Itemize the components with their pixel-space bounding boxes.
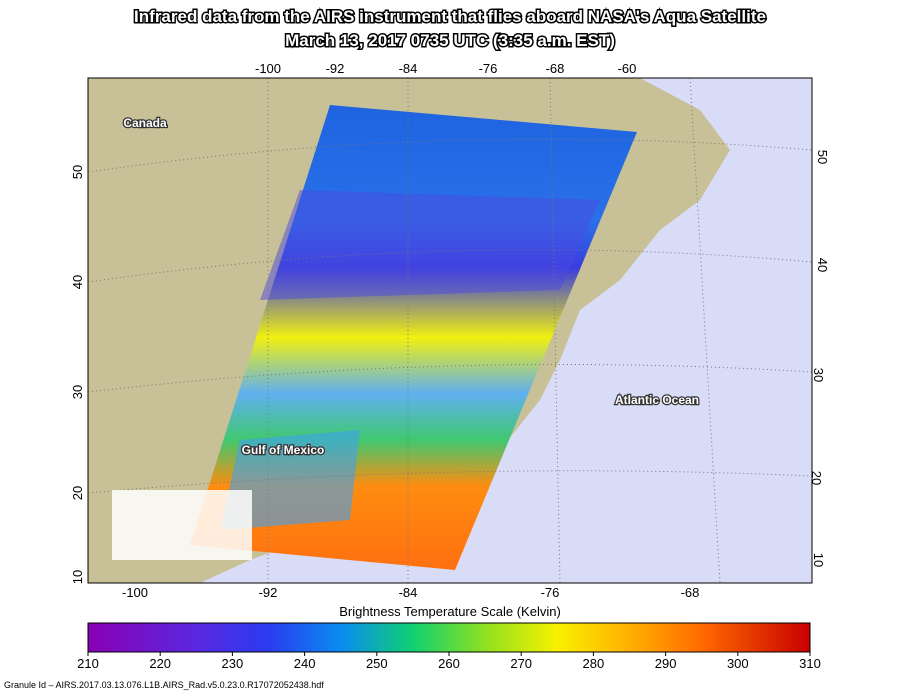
colorbar-tick-label: 240 [294, 656, 316, 671]
lat-label: 20 [70, 486, 85, 500]
swath-patch [260, 190, 600, 300]
lon-label: -68 [546, 61, 565, 76]
swath-patch [220, 430, 360, 530]
lon-label: -92 [326, 61, 345, 76]
lat-label: 50 [70, 165, 85, 179]
lat-label: 40 [815, 258, 830, 272]
lon-label: -68 [681, 585, 700, 600]
title: March 13, 2017 0735 UTC (3:35 a.m. EST) [285, 31, 615, 50]
lat-label: 50 [815, 150, 830, 164]
colorbar-tick-label: 220 [149, 656, 171, 671]
footer: Granule Id – AIRS.2017.03.13.076.L1B.AIR… [4, 680, 324, 690]
colorbar-tick-label: 260 [438, 656, 460, 671]
lat-label: 10 [70, 570, 85, 584]
colorbar-tick-label: 250 [366, 656, 388, 671]
title: Infrared data from the AIRS instrument t… [134, 7, 766, 26]
graticule [88, 78, 812, 583]
lon-label: -76 [479, 61, 498, 76]
lat-label: 30 [70, 385, 85, 399]
lon-label: -76 [541, 585, 560, 600]
inset-map [112, 490, 252, 560]
colorbar-tick-label: 290 [655, 656, 677, 671]
lon-label: -100 [255, 61, 281, 76]
lon-label: -84 [399, 585, 418, 600]
lat-label: 40 [70, 275, 85, 289]
lon-label: -60 [618, 61, 637, 76]
lat-label: 20 [809, 471, 824, 485]
lon-label: -84 [399, 61, 418, 76]
colorbar [87, 622, 811, 653]
lon-label: -92 [259, 585, 278, 600]
colorbar-tick-label: 210 [77, 656, 99, 671]
colorbar-tick-label: 310 [799, 656, 821, 671]
lon-label: -100 [122, 585, 148, 600]
colorbar-tick-label: 300 [727, 656, 749, 671]
place-label: Canada [123, 116, 167, 130]
place-label: Atlantic Ocean [615, 393, 699, 407]
colorbar-tick-label: 270 [510, 656, 532, 671]
map [88, 78, 812, 583]
lat-label: 30 [811, 368, 826, 382]
colorbar-tick-label: 280 [583, 656, 605, 671]
map-frame [87, 77, 813, 584]
place-label: Gulf of Mexico [242, 443, 325, 457]
colorbar-title: Brightness Temperature Scale (Kelvin) [339, 604, 561, 619]
colorbar-tick-label: 230 [222, 656, 244, 671]
lat-label: 10 [811, 553, 826, 567]
